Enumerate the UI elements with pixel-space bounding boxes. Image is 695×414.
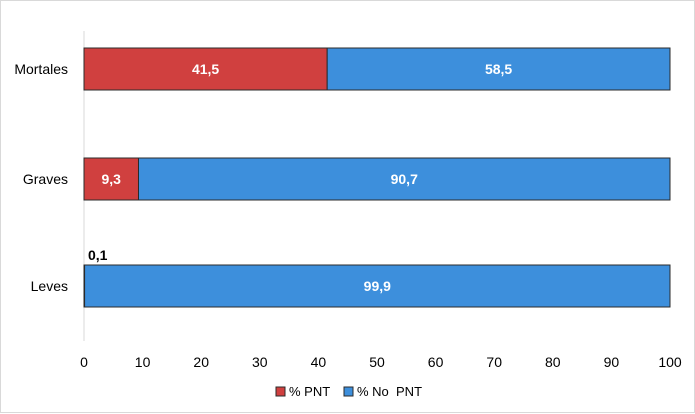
data-label: 0,1 <box>88 247 108 263</box>
x-tick-label: 30 <box>252 354 268 370</box>
x-tick-label: 60 <box>428 354 444 370</box>
x-tick-label: 80 <box>545 354 561 370</box>
x-tick-label: 20 <box>193 354 209 370</box>
x-tick-label: 70 <box>486 354 502 370</box>
data-label: 9,3 <box>102 171 122 187</box>
bar-no-pnt-mortales <box>326 47 671 91</box>
category-label-mortales: Mortales <box>14 61 68 77</box>
x-tick-label: 100 <box>658 354 682 370</box>
x-tick-label: 90 <box>604 354 620 370</box>
bar-no-pnt-leves <box>84 264 671 308</box>
legend-item-no-pnt-label: % No PNT <box>357 384 422 399</box>
category-label-graves: Graves <box>23 171 68 187</box>
x-tick-label: 50 <box>369 354 385 370</box>
data-label: 41,5 <box>192 61 219 77</box>
bar-pnt-graves <box>83 157 139 201</box>
x-tick-label: 10 <box>135 354 151 370</box>
data-label: 58,5 <box>485 61 512 77</box>
category-label-leves: Leves <box>31 278 68 294</box>
x-tick-label: 40 <box>311 354 327 370</box>
legend-item-pnt-label: % PNT <box>289 384 330 399</box>
data-label: 99,9 <box>364 278 391 294</box>
x-tick-label: 0 <box>80 354 88 370</box>
data-label: 90,7 <box>391 171 418 187</box>
bar-no-pnt-graves <box>137 157 671 201</box>
legend-item-pnt-swatch <box>275 386 286 397</box>
legend-item-no-pnt-swatch <box>343 386 354 397</box>
